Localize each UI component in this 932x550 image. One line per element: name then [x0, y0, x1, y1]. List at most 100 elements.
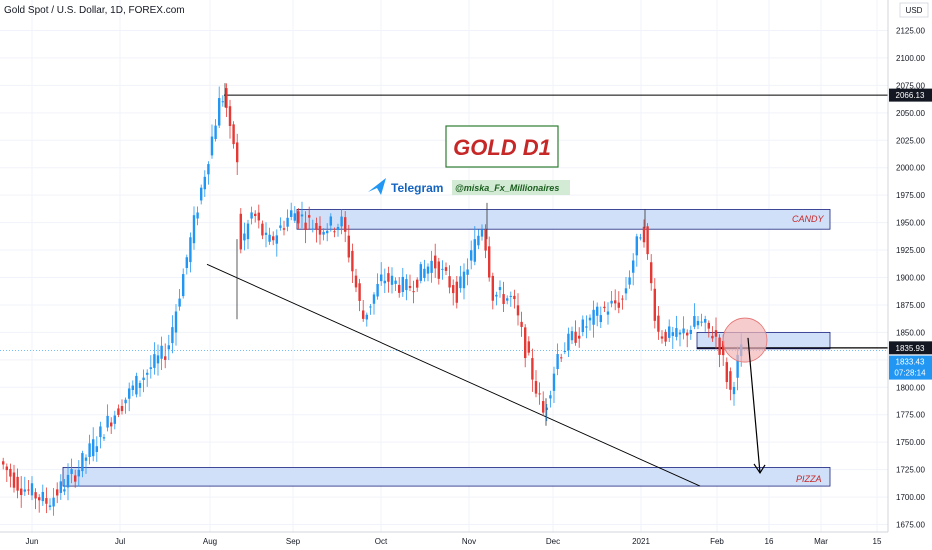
candle-body	[657, 315, 660, 332]
candle-body	[380, 274, 383, 282]
price-axis[interactable]: 1675.00 1700.00 1725.00 1750.00 1775.00 1800.…	[887, 0, 932, 550]
candle-body	[207, 164, 210, 175]
candle-body	[682, 328, 685, 334]
telegram-annotation[interactable]: Telegram @miska_Fx_Millionaires	[368, 178, 570, 195]
candle-body	[610, 300, 613, 304]
candle-body	[556, 354, 559, 370]
time-tick-label: 15	[873, 537, 882, 546]
candle-body	[398, 284, 401, 293]
candle-body	[725, 362, 728, 383]
gold-d1-box[interactable]: GOLD D1	[445, 125, 559, 168]
price-tick-label: 1700.00	[896, 493, 925, 502]
candle-body	[689, 329, 692, 334]
candle-body	[106, 415, 109, 428]
candle-body	[520, 321, 523, 327]
candle-body	[736, 354, 739, 378]
candle-body	[707, 322, 710, 329]
candle-body	[354, 275, 358, 288]
candle-body	[56, 489, 59, 496]
candle-body	[171, 327, 174, 344]
candle-body	[347, 235, 350, 258]
candle-body	[588, 317, 592, 321]
candle-body	[390, 275, 394, 285]
vertical-gridlines	[31, 0, 878, 532]
time-tick-label: Mar	[814, 537, 828, 546]
candle-body	[236, 142, 239, 163]
telegram-icon	[368, 178, 386, 195]
retest-circle-highlight[interactable]	[722, 317, 768, 363]
candle-body	[221, 101, 224, 103]
candle-body	[16, 476, 19, 491]
candle-body	[621, 298, 624, 300]
candy-zone[interactable]	[296, 209, 831, 230]
candle-body	[700, 321, 703, 323]
candle-body	[326, 230, 329, 234]
candle-body	[282, 228, 286, 230]
last-price-tag: 1833.43 07:28:14	[889, 355, 932, 380]
time-tick-label: Dec	[546, 537, 560, 546]
candle-body	[408, 286, 412, 288]
candle-body	[639, 237, 642, 239]
candle-body	[711, 335, 714, 339]
price-tick-label: 1725.00	[896, 466, 925, 475]
price-tick-label: 1900.00	[896, 274, 925, 283]
candle-body	[27, 489, 30, 491]
candle-body	[254, 213, 257, 217]
candle-body	[430, 260, 433, 273]
candle-body	[509, 295, 512, 297]
candle-body	[585, 326, 588, 328]
candle-body	[473, 239, 476, 262]
candle-body	[596, 306, 599, 316]
candle-body	[534, 381, 538, 394]
candle-body	[660, 336, 664, 339]
candle-body	[297, 211, 300, 224]
candle-body	[462, 271, 466, 289]
candle-body	[9, 468, 12, 477]
candle-body	[5, 466, 8, 471]
candle-body	[653, 288, 656, 321]
candle-body	[358, 283, 361, 301]
candle-body	[290, 210, 293, 217]
pizza-zone[interactable]	[62, 467, 831, 487]
candle-body	[678, 332, 682, 335]
price-tick-label: 1775.00	[896, 411, 925, 420]
chart-title: Gold Spot / U.S. Dollar, 1D, FOREX.com	[4, 5, 185, 16]
candle-body	[351, 250, 354, 272]
candle-body	[174, 311, 178, 333]
time-tick-label: Jun	[26, 537, 39, 546]
candle-body	[117, 408, 120, 415]
candle-body	[642, 226, 646, 243]
candle-body	[88, 443, 91, 458]
resistance-price-tag: 2066.13	[889, 88, 932, 102]
candle-body	[650, 262, 653, 284]
candle-body	[84, 457, 88, 461]
candle-body	[200, 187, 203, 201]
candle-body	[34, 492, 37, 499]
candle-body	[12, 472, 16, 488]
candle-body	[210, 136, 214, 156]
candle-body	[81, 453, 84, 472]
candle-body	[718, 337, 721, 355]
candle-body	[603, 306, 606, 309]
candle-body	[567, 333, 570, 351]
candle-body	[41, 491, 44, 502]
projection-arrow[interactable]	[747, 337, 761, 473]
candle-body	[362, 310, 365, 319]
candle-body	[185, 257, 188, 268]
price-tick-label: 1875.00	[896, 301, 925, 310]
candle-body	[581, 319, 584, 333]
candle-body	[524, 327, 527, 359]
time-axis[interactable]: Jun Jul Aug Sep Oct Nov Dec 2021 Feb 16 Mar 15	[0, 531, 888, 546]
candle-body	[261, 223, 264, 236]
descending-trendline[interactable]	[206, 263, 701, 487]
candle-body	[214, 125, 217, 140]
projection-arrow-head	[753, 463, 766, 475]
candle-body	[632, 260, 635, 273]
candle-body	[423, 268, 426, 278]
candle-body	[484, 229, 487, 251]
main-title: GOLD D1	[453, 135, 551, 160]
candle-body	[668, 326, 671, 338]
candle-body	[599, 315, 602, 323]
candle-body	[405, 279, 408, 291]
